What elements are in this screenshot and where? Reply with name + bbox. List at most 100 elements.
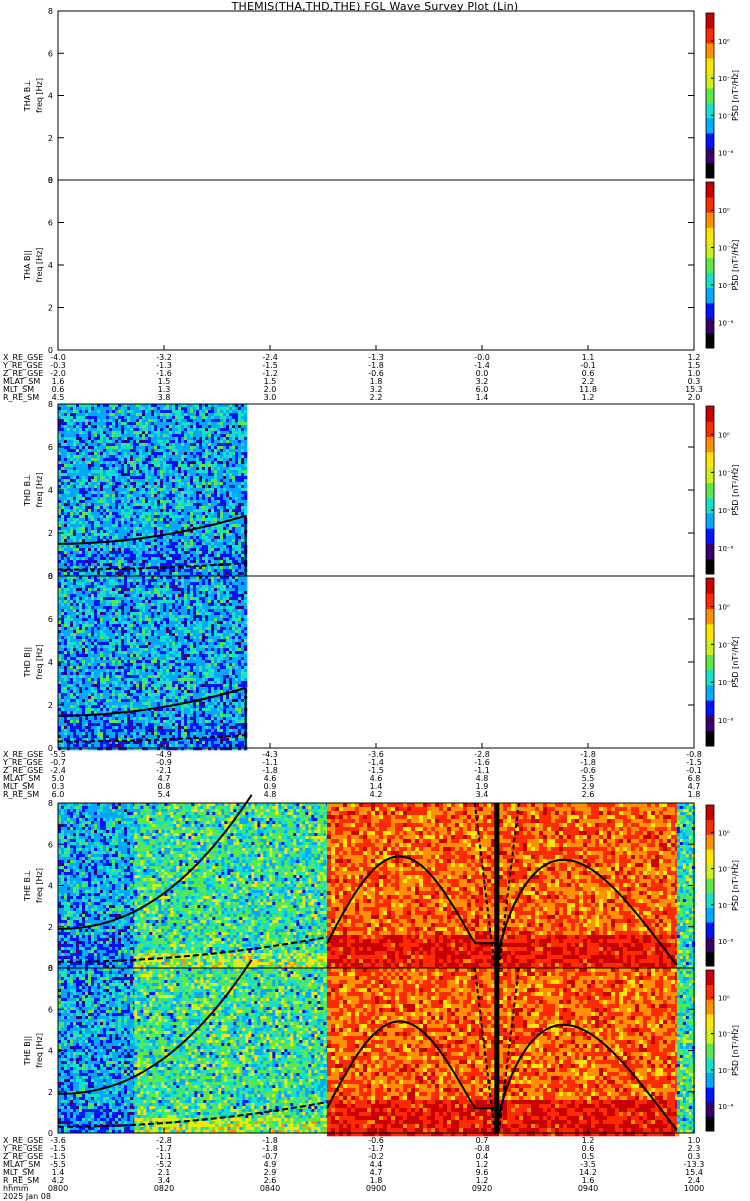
- y-tick-label: 8: [48, 176, 53, 185]
- y-tick-label: 8: [48, 799, 53, 808]
- colorbar-label: PSD [nT²/Hz]: [731, 860, 740, 911]
- ephemeris-value: 1.4: [476, 394, 489, 402]
- y-tick-label: 2: [48, 304, 53, 313]
- ephemeris-value: 2.6: [582, 791, 595, 799]
- colorbar-tick: 10⁰: [718, 604, 730, 612]
- freq-axis-label: freq [Hz]: [35, 473, 44, 508]
- ephemeris-value: 4.5: [52, 394, 65, 402]
- panel-label: THD B⊥: [23, 474, 32, 507]
- y-tick-label: 6: [48, 443, 53, 452]
- ephemeris-value: 0920: [472, 1185, 492, 1193]
- ephemeris-value: 0900: [366, 1185, 386, 1193]
- y-tick-label: 4: [48, 882, 53, 891]
- panel-frame: [58, 11, 694, 180]
- ephemeris-value: 0940: [578, 1185, 598, 1193]
- colorbar-label: PSD [nT²/Hz]: [731, 465, 740, 516]
- y-tick-label: 2: [48, 529, 53, 538]
- freq-axis-label: freq [Hz]: [35, 868, 44, 903]
- ephemeris-value: 1000: [684, 1185, 704, 1193]
- ephemeris-value: 2.0: [688, 394, 701, 402]
- y-tick-label: 6: [48, 219, 53, 228]
- ephemeris-value: 5.4: [158, 791, 171, 799]
- ephemeris-value: 4.8: [264, 791, 277, 799]
- colorbar-tick: 10⁻⁶: [718, 717, 734, 725]
- colorbar-tick: 10⁻⁶: [718, 545, 734, 553]
- colorbar-tick: 10⁻⁶: [718, 149, 734, 157]
- ephemeris-value: 1.2: [582, 394, 595, 402]
- panel-label: THE B⊥: [23, 870, 32, 902]
- panel-frame: [58, 180, 694, 350]
- y-tick-label: 8: [48, 964, 53, 973]
- freq-axis-label: freq [Hz]: [35, 248, 44, 283]
- panel-label: THE B||: [23, 1036, 32, 1066]
- ephemeris-value: 6.0: [52, 791, 65, 799]
- colorbar-label: PSD [nT²/Hz]: [731, 240, 740, 291]
- colorbar-tick: 10⁰: [718, 994, 730, 1002]
- ephemeris-value: 0820: [154, 1185, 174, 1193]
- colorbar-tick: 10⁰: [718, 432, 730, 440]
- colorbar-tick: 10⁰: [718, 829, 730, 837]
- y-tick-label: 6: [48, 615, 53, 624]
- ephemeris-name: R_RE_SM: [3, 791, 43, 799]
- y-tick-label: 2: [48, 134, 53, 143]
- colorbar-tick: 10⁻⁶: [718, 938, 734, 946]
- y-tick-label: 6: [48, 1005, 53, 1014]
- y-tick-label: 2: [48, 923, 53, 932]
- freq-axis-label: freq [Hz]: [35, 1033, 44, 1068]
- colorbar-tick: 10⁻⁶: [718, 319, 734, 327]
- panel-label: THA B⊥: [23, 80, 32, 112]
- ephemeris-value: 3.4: [476, 791, 489, 799]
- freq-axis-label: freq [Hz]: [35, 78, 44, 113]
- ephemeris-value: 2.2: [370, 394, 383, 402]
- colorbar-tick: 10⁰: [718, 207, 730, 215]
- ephemeris-value: 3.0: [264, 394, 277, 402]
- y-tick-label: 8: [48, 572, 53, 581]
- ephemeris-value: 4.2: [370, 791, 383, 799]
- colorbar-tick: 10⁰: [718, 38, 730, 46]
- panel-label: THA B||: [23, 250, 32, 281]
- colorbar-label: PSD [nT²/Hz]: [731, 70, 740, 121]
- ephemeris-value: 0800: [48, 1185, 68, 1193]
- freq-axis-label: freq [Hz]: [35, 645, 44, 680]
- ephemeris-values-thd: -5.5-4.9-4.3-3.6-2.8-1.8-0.8-0.7-0.9-1.1…: [58, 751, 694, 799]
- colorbar-tick: 10⁻⁶: [718, 1103, 734, 1111]
- ephemeris-name: R_RE_SM: [3, 394, 43, 402]
- colorbar-label: PSD [nT²/Hz]: [731, 1025, 740, 1076]
- ephemeris-value: 3.8: [158, 394, 171, 402]
- panel-label: THD B||: [23, 647, 32, 678]
- ephemeris-value: 1.8: [688, 791, 701, 799]
- y-tick-label: 4: [48, 486, 53, 495]
- y-tick-label: 4: [48, 1047, 53, 1056]
- ephemeris-value: 0840: [260, 1185, 280, 1193]
- y-tick-label: 6: [48, 840, 53, 849]
- y-tick-label: 2: [48, 1088, 53, 1097]
- y-tick-label: 2: [48, 701, 53, 710]
- plot-title: THEMIS(THA,THD,THE) FGL Wave Survey Plot…: [0, 0, 750, 13]
- y-tick-label: 4: [48, 658, 53, 667]
- colorbar-label: PSD [nT²/Hz]: [731, 637, 740, 688]
- y-tick-label: 6: [48, 49, 53, 58]
- y-tick-label: 4: [48, 92, 53, 101]
- y-tick-label: 4: [48, 261, 53, 270]
